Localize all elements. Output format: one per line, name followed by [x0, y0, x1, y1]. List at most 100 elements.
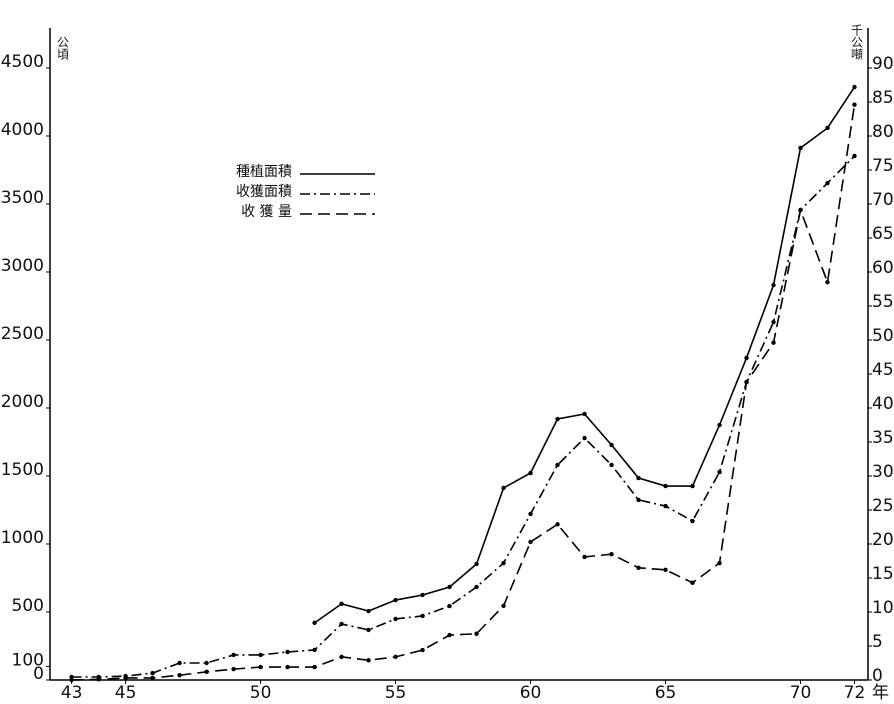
y2-tick-label: 70: [872, 190, 894, 210]
y2-tick-label: 80: [872, 122, 894, 142]
point: [258, 664, 263, 670]
point: [825, 125, 830, 131]
point: [96, 677, 101, 682]
point: [717, 560, 722, 566]
y2-axis-label: 千公噸: [850, 24, 864, 60]
y-tick-label: 2000: [1, 392, 44, 412]
point: [231, 652, 236, 658]
point: [339, 601, 344, 607]
point: [204, 669, 209, 675]
y2-tick-label: 20: [872, 530, 894, 550]
y2-tick-label: 0: [872, 666, 883, 686]
y-tick-label: 4500: [1, 52, 44, 72]
x-axis-label: 年: [872, 683, 889, 703]
point: [663, 483, 668, 489]
y2-tick-label: 55: [872, 292, 894, 312]
point: [420, 613, 425, 619]
point: [312, 664, 317, 670]
y2-tick-label: 50: [872, 326, 894, 346]
point: [150, 670, 155, 676]
point: [825, 180, 830, 186]
point: [177, 673, 182, 678]
point: [528, 539, 533, 545]
point: [690, 580, 695, 585]
point: [852, 84, 857, 90]
point: [420, 647, 425, 653]
point: [663, 567, 668, 573]
y2-tick-label: 30: [872, 462, 894, 482]
y2-tick-label: 25: [872, 496, 894, 516]
point: [609, 552, 614, 557]
point: [636, 475, 641, 481]
y-axis-label: 公頃: [56, 36, 70, 61]
legend-label: 收獲面積: [236, 184, 292, 200]
point: [555, 416, 560, 422]
point: [339, 621, 344, 627]
point: [825, 280, 830, 285]
point: [636, 565, 641, 570]
point: [393, 616, 398, 622]
point: [528, 470, 533, 476]
point: [555, 462, 560, 468]
point: [636, 497, 641, 503]
point: [717, 469, 722, 475]
point: [204, 660, 209, 666]
x-tick-label: 65: [655, 683, 677, 703]
point: [771, 282, 776, 288]
y-tick-label: 3000: [1, 256, 44, 276]
series-line: [71, 104, 856, 681]
point: [177, 660, 182, 666]
point: [474, 561, 479, 567]
point: [609, 462, 614, 468]
point: [420, 592, 425, 598]
series-line: [314, 86, 856, 624]
series-line: [71, 155, 856, 678]
point: [501, 485, 506, 491]
point: [798, 207, 803, 213]
point: [312, 647, 317, 653]
y2-tick-label: 60: [872, 258, 894, 278]
point: [393, 654, 398, 660]
point: [366, 608, 371, 614]
y-tick-label: 2500: [1, 324, 44, 344]
point: [312, 620, 317, 626]
point: [582, 411, 587, 417]
y2-tick-label: 5: [872, 632, 883, 652]
point: [393, 597, 398, 603]
point: [771, 319, 776, 325]
legend-label: 種植面積: [236, 164, 292, 180]
y2-tick-label: 35: [872, 428, 894, 448]
x-tick-label: 70: [790, 683, 812, 703]
point: [447, 603, 452, 609]
point: [366, 658, 371, 663]
x-tick-label: 60: [520, 683, 542, 703]
point: [69, 677, 74, 683]
point: [690, 518, 695, 524]
point: [717, 422, 722, 428]
point: [474, 584, 479, 590]
point: [231, 666, 236, 672]
point: [798, 145, 803, 151]
point: [555, 522, 560, 527]
x-tick-label: 55: [385, 683, 407, 703]
y2-tick-label: 15: [872, 564, 894, 584]
y2-tick-label: 85: [872, 88, 894, 108]
x-tick-label: 45: [115, 683, 137, 703]
point: [744, 379, 749, 385]
point: [582, 554, 587, 560]
x-tick-label: 50: [250, 683, 272, 703]
y-tick-label: 1000: [1, 528, 44, 548]
point: [258, 652, 263, 658]
point: [150, 675, 155, 681]
point: [744, 355, 749, 361]
y-tick-label: 100: [12, 650, 44, 670]
point: [474, 631, 479, 636]
point: [663, 503, 668, 509]
point: [285, 649, 290, 655]
point: [339, 654, 344, 660]
y-tick-label: 500: [12, 596, 44, 616]
legend-label: 收 獲 量: [241, 204, 292, 220]
y-tick-label: 3500: [1, 188, 44, 208]
point: [528, 511, 533, 517]
